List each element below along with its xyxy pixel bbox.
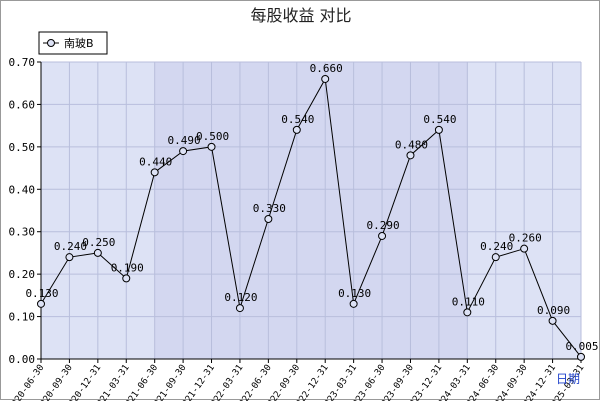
data-point	[577, 352, 585, 361]
data-point	[150, 168, 159, 177]
data-label: 0.250	[82, 236, 115, 249]
data-point	[37, 299, 45, 308]
data-label: 0.130	[25, 287, 58, 300]
data-label: 0.500	[196, 130, 229, 143]
series-line	[40, 77, 582, 358]
data-point	[207, 142, 216, 151]
y-tick-label: 0.40	[9, 183, 36, 196]
y-tick-label: 0.60	[9, 98, 36, 111]
data-point	[434, 125, 443, 134]
data-label: 0.330	[253, 202, 286, 215]
y-tick-label: 0.50	[9, 141, 36, 154]
data-point	[491, 253, 500, 262]
data-point	[349, 299, 358, 308]
plot-background	[41, 62, 581, 359]
data-point	[264, 214, 273, 223]
data-point	[122, 274, 131, 283]
series-line-group	[40, 77, 582, 358]
data-point	[179, 147, 188, 156]
x-axis-ticks: 2020-06-302020-09-302020-12-312021-03-31…	[7, 359, 586, 401]
y-tick-label: 0.70	[9, 56, 36, 69]
data-label: 0.240	[54, 240, 87, 253]
legend-series-name: 南玻B	[64, 37, 94, 50]
y-tick-label: 0.10	[9, 311, 36, 324]
y-tick-label: 0.20	[9, 268, 36, 281]
x-axis-title: 日期	[556, 372, 580, 386]
data-point	[406, 151, 415, 160]
data-label: 0.480	[395, 138, 428, 151]
data-label: 0.490	[168, 134, 201, 147]
data-point	[463, 308, 472, 317]
legend-marker-swatch	[47, 39, 55, 47]
data-label: 0.120	[224, 291, 257, 304]
data-label: 0.005	[565, 340, 598, 353]
data-label: 0.110	[452, 295, 485, 308]
data-point	[93, 248, 102, 257]
data-point	[520, 244, 529, 253]
series-markers	[37, 74, 585, 361]
legend: 南玻B	[38, 31, 108, 55]
data-label: 0.540	[423, 113, 456, 126]
data-point	[321, 74, 330, 83]
data-label: 0.190	[111, 261, 144, 274]
data-labels: 0.1300.2400.2500.1900.4400.4900.5000.120…	[25, 62, 598, 353]
data-point	[378, 231, 387, 240]
y-tick-label: 0.00	[9, 353, 36, 366]
data-label: 0.240	[480, 240, 513, 253]
data-label: 0.090	[537, 304, 570, 317]
chart-title: 每股收益 对比	[250, 6, 351, 25]
data-label: 0.260	[509, 232, 542, 245]
data-label: 0.130	[338, 287, 371, 300]
legend-box	[38, 31, 108, 55]
data-point	[235, 304, 244, 313]
y-tick-label: 0.30	[9, 226, 36, 239]
data-point	[292, 125, 301, 134]
data-label: 0.540	[281, 113, 314, 126]
data-point	[548, 316, 557, 325]
data-label: 0.290	[366, 219, 399, 232]
data-label: 0.440	[139, 155, 172, 168]
data-label: 0.660	[310, 62, 343, 75]
grid-lines	[40, 61, 582, 360]
x-tick-label: 2020-06-30	[7, 363, 46, 401]
plot-band	[154, 62, 468, 359]
data-point	[65, 253, 74, 262]
y-axis-ticks: 0.00 0.10 0.20 0.30 0.40 0.50 0.60 0.70	[9, 56, 41, 366]
